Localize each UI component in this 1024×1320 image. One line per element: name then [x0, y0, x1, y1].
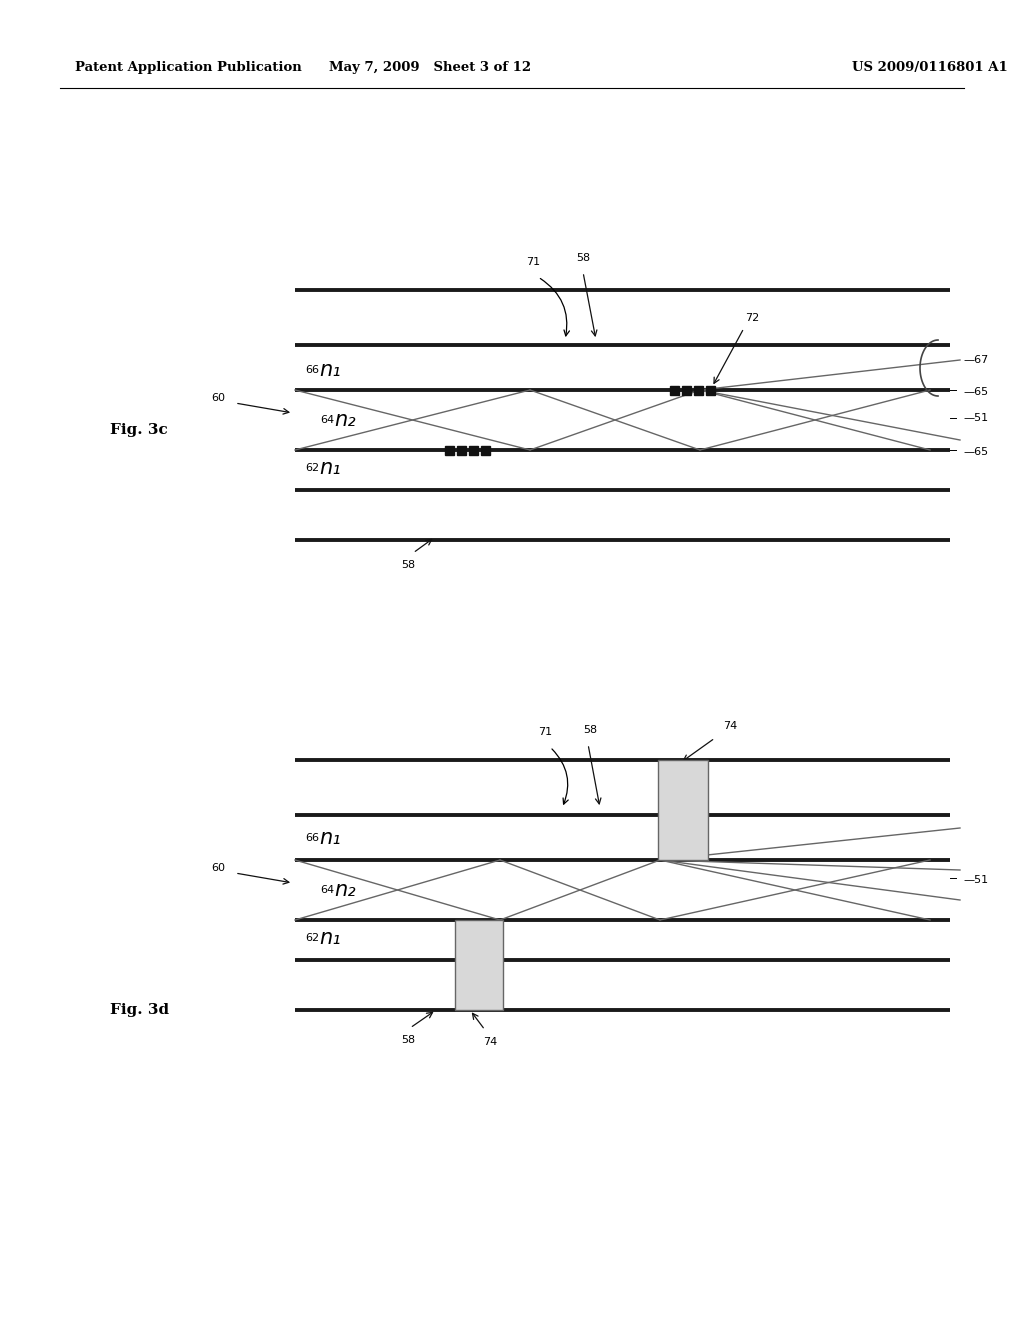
Bar: [445, 446, 454, 454]
Bar: [694, 385, 703, 395]
Text: n₁: n₁: [319, 360, 341, 380]
Text: n₂: n₂: [334, 880, 355, 900]
Text: n₁: n₁: [319, 928, 341, 948]
Text: 66: 66: [305, 833, 319, 843]
Text: 58: 58: [575, 253, 590, 263]
Bar: [457, 446, 466, 454]
Text: —65: —65: [963, 387, 988, 397]
Bar: [682, 385, 691, 395]
Text: 71: 71: [538, 727, 552, 737]
Text: 72: 72: [744, 313, 759, 323]
Text: n₁: n₁: [319, 828, 341, 847]
Text: Patent Application Publication: Patent Application Publication: [75, 62, 302, 74]
Text: —67: —67: [963, 355, 988, 366]
Bar: [658, 760, 708, 861]
Text: Fig. 3c: Fig. 3c: [110, 422, 168, 437]
Text: 58: 58: [401, 1035, 415, 1045]
Text: n₃: n₃: [677, 803, 691, 817]
Bar: [455, 920, 503, 1010]
Text: 74: 74: [723, 721, 737, 731]
Text: 58: 58: [401, 560, 415, 570]
Text: n₂: n₂: [334, 411, 355, 430]
Text: —51: —51: [963, 413, 988, 422]
Text: n₁: n₁: [319, 458, 341, 478]
Bar: [706, 385, 715, 395]
Text: 64: 64: [319, 884, 334, 895]
Text: May 7, 2009   Sheet 3 of 12: May 7, 2009 Sheet 3 of 12: [329, 62, 531, 74]
Bar: [481, 446, 490, 454]
Text: 66: 66: [305, 366, 319, 375]
Bar: [469, 446, 478, 454]
Text: 64: 64: [319, 414, 334, 425]
Text: 60: 60: [211, 393, 225, 403]
Text: 60: 60: [211, 863, 225, 873]
Text: 62: 62: [305, 933, 319, 942]
Bar: [670, 385, 679, 395]
Text: —51: —51: [963, 875, 988, 884]
Text: 62: 62: [305, 463, 319, 473]
Text: 71: 71: [526, 257, 540, 267]
Text: 74: 74: [483, 1038, 497, 1047]
Text: 58: 58: [583, 725, 597, 735]
Text: —65: —65: [963, 447, 988, 457]
Text: US 2009/0116801 A1: US 2009/0116801 A1: [852, 62, 1008, 74]
Text: Fig. 3d: Fig. 3d: [110, 1003, 169, 1016]
